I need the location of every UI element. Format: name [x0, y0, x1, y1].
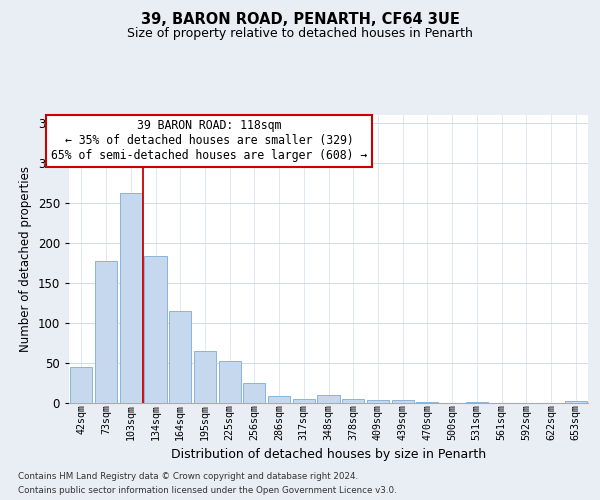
Bar — [367, 400, 389, 402]
Bar — [243, 382, 265, 402]
Bar — [119, 194, 142, 402]
X-axis label: Distribution of detached houses by size in Penarth: Distribution of detached houses by size … — [171, 448, 486, 461]
Text: 39, BARON ROAD, PENARTH, CF64 3UE: 39, BARON ROAD, PENARTH, CF64 3UE — [140, 12, 460, 28]
Bar — [392, 400, 414, 402]
Bar — [194, 350, 216, 403]
Text: 39 BARON ROAD: 118sqm
← 35% of detached houses are smaller (329)
65% of semi-det: 39 BARON ROAD: 118sqm ← 35% of detached … — [51, 120, 367, 162]
Bar — [70, 366, 92, 402]
Bar — [95, 261, 117, 402]
Text: Contains HM Land Registry data © Crown copyright and database right 2024.: Contains HM Land Registry data © Crown c… — [18, 472, 358, 481]
Bar — [268, 396, 290, 402]
Text: Contains public sector information licensed under the Open Government Licence v3: Contains public sector information licen… — [18, 486, 397, 495]
Bar — [145, 256, 167, 402]
Text: Size of property relative to detached houses in Penarth: Size of property relative to detached ho… — [127, 28, 473, 40]
Bar — [565, 401, 587, 402]
Bar — [342, 398, 364, 402]
Y-axis label: Number of detached properties: Number of detached properties — [19, 166, 32, 352]
Bar — [317, 396, 340, 402]
Bar — [218, 361, 241, 403]
Bar — [169, 312, 191, 402]
Bar — [293, 398, 315, 402]
